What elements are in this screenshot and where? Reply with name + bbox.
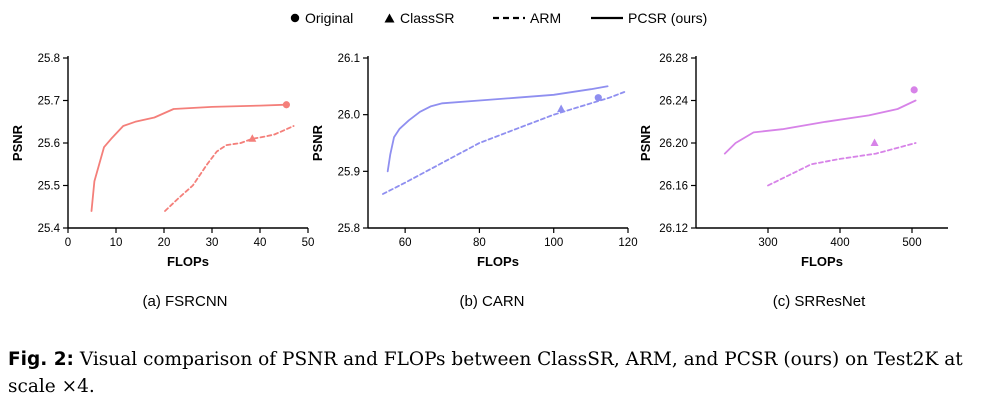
y-axis-label: PSNR	[310, 124, 325, 161]
solid-line-icon	[591, 16, 623, 20]
x-tick-label: 100	[544, 237, 563, 249]
y-tick-label: 26.1	[338, 53, 360, 65]
pcsr-series-line	[90, 103, 288, 212]
y-axis-label: PSNR	[10, 124, 25, 161]
legend: Original ClassSR ARM PCSR (ours)	[0, 8, 988, 30]
classsr-point	[870, 138, 879, 146]
legend-classsr: ClassSR	[384, 8, 454, 28]
legend-arm: ARM	[493, 8, 561, 28]
x-tick-label: 80	[473, 237, 486, 249]
x-axis-label: FLOPs	[801, 254, 843, 269]
legend-arm-label: ARM	[530, 10, 562, 26]
y-tick-label: 25.8	[338, 223, 360, 235]
y-tick-label: 26.0	[338, 110, 360, 122]
subcaption-fsrcnn: (a) FSRCNN	[142, 293, 228, 310]
figure-caption-text: Visual comparison of PSNR and FLOPs betw…	[8, 349, 963, 397]
x-tick-label: 40	[254, 237, 267, 249]
y-axis-label: PSNR	[638, 124, 653, 161]
chart-srresnet-svg: 300 400 500 26.12 26.16 26.20 26.24 26.28 FLOPs P…	[638, 53, 948, 269]
x-axis-label: FLOPs	[477, 254, 519, 269]
x-tick-label: 300	[758, 237, 777, 249]
y-tick-label: 25.7	[38, 96, 60, 108]
dashed-line-icon	[493, 16, 525, 20]
x-tick-label: 120	[618, 237, 637, 249]
x-tick-label: 60	[399, 237, 412, 249]
y-tick-label: 26.28	[659, 53, 688, 65]
figure-caption: Fig. 2: Visual comparison of PSNR and FL…	[8, 346, 983, 400]
subcaption-srresnet: (c) SRResNet	[772, 293, 866, 310]
subcaption-carn: (b) CARN	[459, 293, 525, 310]
legend-original: Original	[290, 8, 353, 28]
chart-fsrcnn-svg: 0 10 20 30 40 50 25.4 25.5 25.6 25.7 25.8 FLOPs PSNR	[10, 53, 315, 269]
arm-series-line	[164, 125, 295, 212]
chart-carn: 60 80 100 120 25.8 25.9 26.0 26.1 FLOPs PSNR	[310, 40, 650, 280]
arm-series-line	[767, 142, 917, 187]
original-point	[282, 101, 290, 109]
chart-fsrcnn: 0 10 20 30 40 50 25.4 25.5 25.6 25.7 25.8 FLOPs PSNR	[0, 40, 330, 280]
y-tick-label: 26.20	[659, 138, 688, 150]
pcsr-series-line	[386, 85, 609, 173]
x-tick-label: 20	[158, 237, 171, 249]
arm-series-line	[382, 91, 626, 195]
y-tick-label: 25.8	[38, 53, 60, 65]
y-tick-label: 26.12	[659, 223, 688, 235]
circle-marker-icon	[290, 13, 300, 23]
original-point	[910, 86, 918, 94]
y-tick-label: 25.9	[338, 166, 360, 178]
y-tick-label: 25.5	[38, 181, 60, 193]
triangle-marker-icon	[384, 13, 395, 23]
legend-classsr-label: ClassSR	[400, 10, 455, 26]
x-axis-label: FLOPs	[167, 254, 209, 269]
legend-original-label: Original	[305, 10, 354, 26]
x-tick-label: 30	[206, 237, 219, 249]
x-tick-label: 50	[302, 237, 315, 249]
x-tick-label: 400	[830, 237, 849, 249]
x-tick-label: 10	[110, 237, 123, 249]
classsr-point	[248, 134, 257, 142]
classsr-point	[557, 104, 566, 112]
y-tick-label: 25.4	[38, 223, 61, 235]
chart-srresnet: 300 400 500 26.12 26.16 26.20 26.24 26.28 FLOPs P…	[638, 40, 970, 280]
pcsr-series-line	[723, 99, 917, 155]
chart-carn-svg: 60 80 100 120 25.8 25.9 26.0 26.1 FLOPs PSNR	[310, 53, 638, 269]
x-tick-label: 500	[902, 237, 921, 249]
legend-pcsr: PCSR (ours)	[591, 8, 707, 28]
figure-label: Fig. 2:	[8, 349, 74, 370]
y-tick-label: 25.6	[38, 138, 60, 150]
y-tick-label: 26.24	[659, 96, 688, 108]
x-tick-label: 0	[65, 237, 71, 249]
legend-pcsr-label: PCSR (ours)	[628, 10, 708, 26]
original-point	[594, 94, 602, 102]
y-tick-label: 26.16	[659, 181, 688, 193]
